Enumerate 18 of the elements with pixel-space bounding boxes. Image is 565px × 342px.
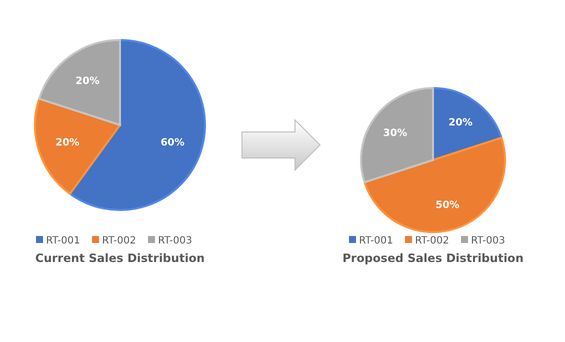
data-label: 50%	[435, 200, 460, 212]
legend-label: RT-003	[471, 236, 506, 246]
pie-slice	[34, 98, 121, 195]
data-label: 20%	[76, 76, 100, 87]
data-label: 20%	[448, 118, 472, 129]
pie-slice	[364, 136, 506, 234]
pie-slice	[38, 39, 121, 126]
text: Current Sales Distribution	[35, 251, 205, 265]
data-label: 60%	[160, 138, 185, 149]
legend-label: RT-001	[359, 236, 394, 246]
pie-slice	[360, 87, 434, 184]
text: Proposed Sales Distribution	[342, 251, 524, 265]
legend-label: RT-001	[46, 236, 80, 246]
legend-label: RT-002	[415, 236, 450, 246]
data-label: 30%	[383, 128, 408, 139]
legend-label: RT-002	[102, 236, 136, 246]
legend-label: RT-003	[158, 236, 192, 246]
data-label: 20%	[55, 138, 80, 149]
